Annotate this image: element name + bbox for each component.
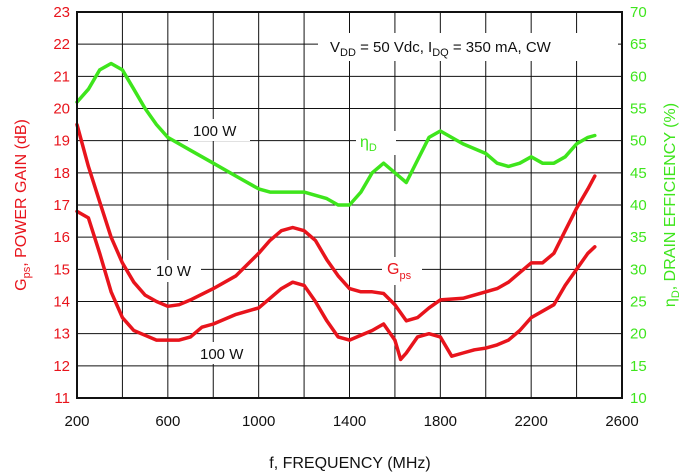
label-gain-100w: 100 W bbox=[200, 346, 244, 363]
conditions-box bbox=[318, 33, 618, 61]
x-tick-label: 1800 bbox=[424, 413, 457, 430]
y-right-tick-label: 25 bbox=[630, 294, 647, 311]
plot-frame bbox=[76, 11, 623, 399]
y-right-axis-title: ηD, DRAIN EFFICIENCY (%) bbox=[662, 103, 682, 307]
label-bg-gain-10w bbox=[151, 260, 201, 282]
y-left-tick-label: 14 bbox=[53, 294, 70, 311]
efficiency-line-0 bbox=[75, 61, 597, 207]
x-tick-label: 1400 bbox=[333, 413, 366, 430]
y-left-tick-label: 13 bbox=[53, 326, 70, 343]
x-tick-label: 2200 bbox=[514, 413, 547, 430]
label-bg-gps bbox=[382, 257, 422, 285]
label-gain-10w: 10 W bbox=[156, 263, 192, 280]
label-eff-100w: 100 W bbox=[193, 123, 237, 140]
y-left-tick-label: 19 bbox=[53, 133, 70, 150]
y-left-axis-title: Gps, POWER GAIN (dB) bbox=[13, 119, 33, 291]
y-left-tick-labels: 11 12 13 14 15 16 17 18 19 20 21 22 23 bbox=[53, 4, 70, 407]
y-right-tick-label: 65 bbox=[630, 36, 647, 53]
label-eta-d: ηD bbox=[360, 134, 377, 154]
label-bg-eff-100w bbox=[188, 119, 250, 141]
y-right-tick-label: 45 bbox=[630, 165, 647, 182]
y-left-tick-label: 12 bbox=[53, 358, 70, 375]
y-left-tick-label: 15 bbox=[53, 261, 70, 278]
y-left-tick-label: 18 bbox=[53, 165, 70, 182]
label-bg-gain-100w bbox=[196, 342, 258, 364]
y-left-tick-label: 11 bbox=[54, 390, 70, 407]
y-right-tick-label: 60 bbox=[630, 68, 647, 85]
conditions-label: VDD = 50 Vdc, IDQ = 350 mA, CW bbox=[330, 39, 552, 59]
y-right-tick-label: 30 bbox=[630, 261, 647, 278]
y-left-tick-label: 20 bbox=[53, 101, 70, 118]
x-axis-title: f, FREQUENCY (MHz) bbox=[269, 455, 430, 472]
y-right-tick-labels: 10 15 20 25 30 35 40 45 50 55 60 65 70 bbox=[630, 4, 647, 407]
y-right-tick-label: 55 bbox=[630, 101, 647, 118]
x-tick-label: 600 bbox=[155, 413, 180, 430]
y-left-tick-label: 23 bbox=[53, 4, 70, 21]
x-tick-label: 1000 bbox=[242, 413, 275, 430]
x-tick-label: 200 bbox=[64, 413, 89, 430]
x-tick-label: 2600 bbox=[605, 413, 638, 430]
label-bg-eta bbox=[356, 131, 396, 155]
y-right-tick-label: 70 bbox=[630, 4, 647, 21]
y-right-tick-label: 50 bbox=[630, 133, 647, 150]
y-left-tick-label: 17 bbox=[53, 197, 70, 214]
y-left-tick-label: 22 bbox=[53, 36, 70, 53]
y-right-tick-label: 35 bbox=[630, 229, 647, 246]
y-right-tick-label: 15 bbox=[630, 358, 647, 375]
y-right-tick-label: 20 bbox=[630, 326, 647, 343]
y-left-tick-label: 21 bbox=[53, 68, 70, 85]
label-gps: Gps bbox=[387, 261, 412, 282]
gain-line-1 bbox=[75, 122, 597, 323]
y-left-tick-label: 16 bbox=[53, 229, 70, 246]
series-layer bbox=[75, 61, 597, 362]
x-tick-labels: 200 600 1000 1400 1800 2200 2600 bbox=[64, 413, 638, 430]
y-right-tick-label: 40 bbox=[630, 197, 647, 214]
gain-line-2 bbox=[75, 209, 597, 362]
y-right-tick-label: 10 bbox=[630, 390, 647, 407]
